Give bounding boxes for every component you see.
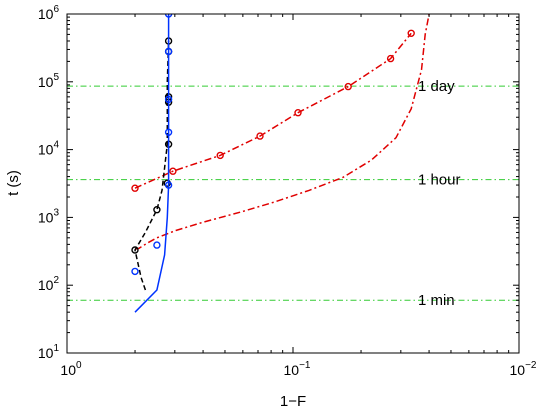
data-point-marker [294,108,302,117]
y-tick-label: 101 [38,343,60,361]
data-point-marker [164,181,173,189]
data-point-marker [131,267,139,276]
x-tick-label: 10−1 [284,360,311,378]
y-tick-label: 106 [38,4,60,22]
x-axis-label: 1−F [280,393,306,410]
data-point-marker [344,82,352,91]
x-tick-label: 10−2 [510,360,537,378]
data-point-marker [153,241,161,249]
reference-line-label: 1 hour [418,172,461,189]
data-point-marker [169,167,177,175]
data-point-marker [216,151,224,160]
data-point-marker [164,128,173,137]
data-point-marker [164,14,173,18]
data-point-marker [153,205,161,214]
reference-line-label: 1 day [418,78,455,95]
data-point-marker [386,54,395,63]
data-point-marker [407,29,415,37]
data-point-marker [256,132,264,140]
y-tick-label: 105 [38,72,60,90]
data-point-marker [164,95,173,104]
data-point-marker [131,246,139,254]
data-point-marker [164,47,173,56]
y-tick-label: 102 [38,275,60,293]
y-axis-label: t (s) [5,170,22,196]
y-tick-label: 103 [38,207,60,225]
y-tick-label: 104 [38,140,60,158]
series-line [134,14,430,250]
series-line [134,32,412,189]
reference-line-label: 1 min [418,292,455,309]
data-point-marker [131,184,139,192]
plot-background [67,14,519,353]
x-tick-label: 100 [60,360,82,378]
